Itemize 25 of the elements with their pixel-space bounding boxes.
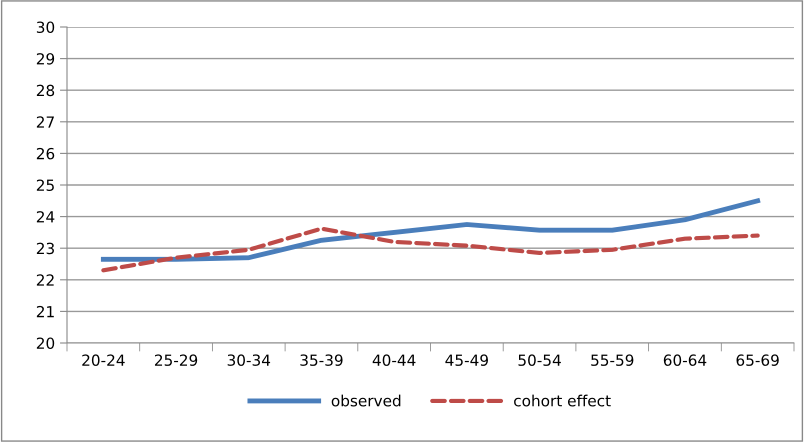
- x-tick-label: 35-39: [300, 354, 343, 366]
- x-tick-label: 45-49: [445, 354, 488, 366]
- y-tick-label: 25: [36, 179, 54, 192]
- x-tick-label: 65-69: [736, 354, 779, 366]
- legend-label: observed: [332, 394, 400, 406]
- x-tick-label: 20-24: [82, 354, 125, 366]
- y-tick-label: 27: [36, 116, 54, 128]
- y-tick-label: 29: [36, 53, 54, 65]
- x-tick-label: 55-59: [591, 354, 634, 366]
- y-tick-label: 22: [36, 274, 54, 286]
- y-tick-label: 30: [36, 21, 54, 34]
- x-tick-label: 40-44: [372, 354, 416, 366]
- x-tick-label: 30-34: [228, 354, 270, 366]
- line-series: [100, 198, 760, 262]
- y-tick-label: 20: [36, 337, 54, 350]
- y-tick-label: 28: [36, 84, 54, 96]
- x-tick-label: 25-29: [154, 354, 198, 366]
- line-series: [101, 226, 760, 272]
- y-tick-label: 24: [36, 211, 54, 222]
- y-tick-label: 26: [36, 148, 54, 160]
- x-tick-label: 50-54: [518, 354, 561, 366]
- y-tick-label: 23: [36, 242, 54, 254]
- y-tick-label: 21: [36, 306, 54, 318]
- legend-label: cohort effect: [514, 394, 611, 406]
- x-tick-label: 60-64: [664, 354, 706, 366]
